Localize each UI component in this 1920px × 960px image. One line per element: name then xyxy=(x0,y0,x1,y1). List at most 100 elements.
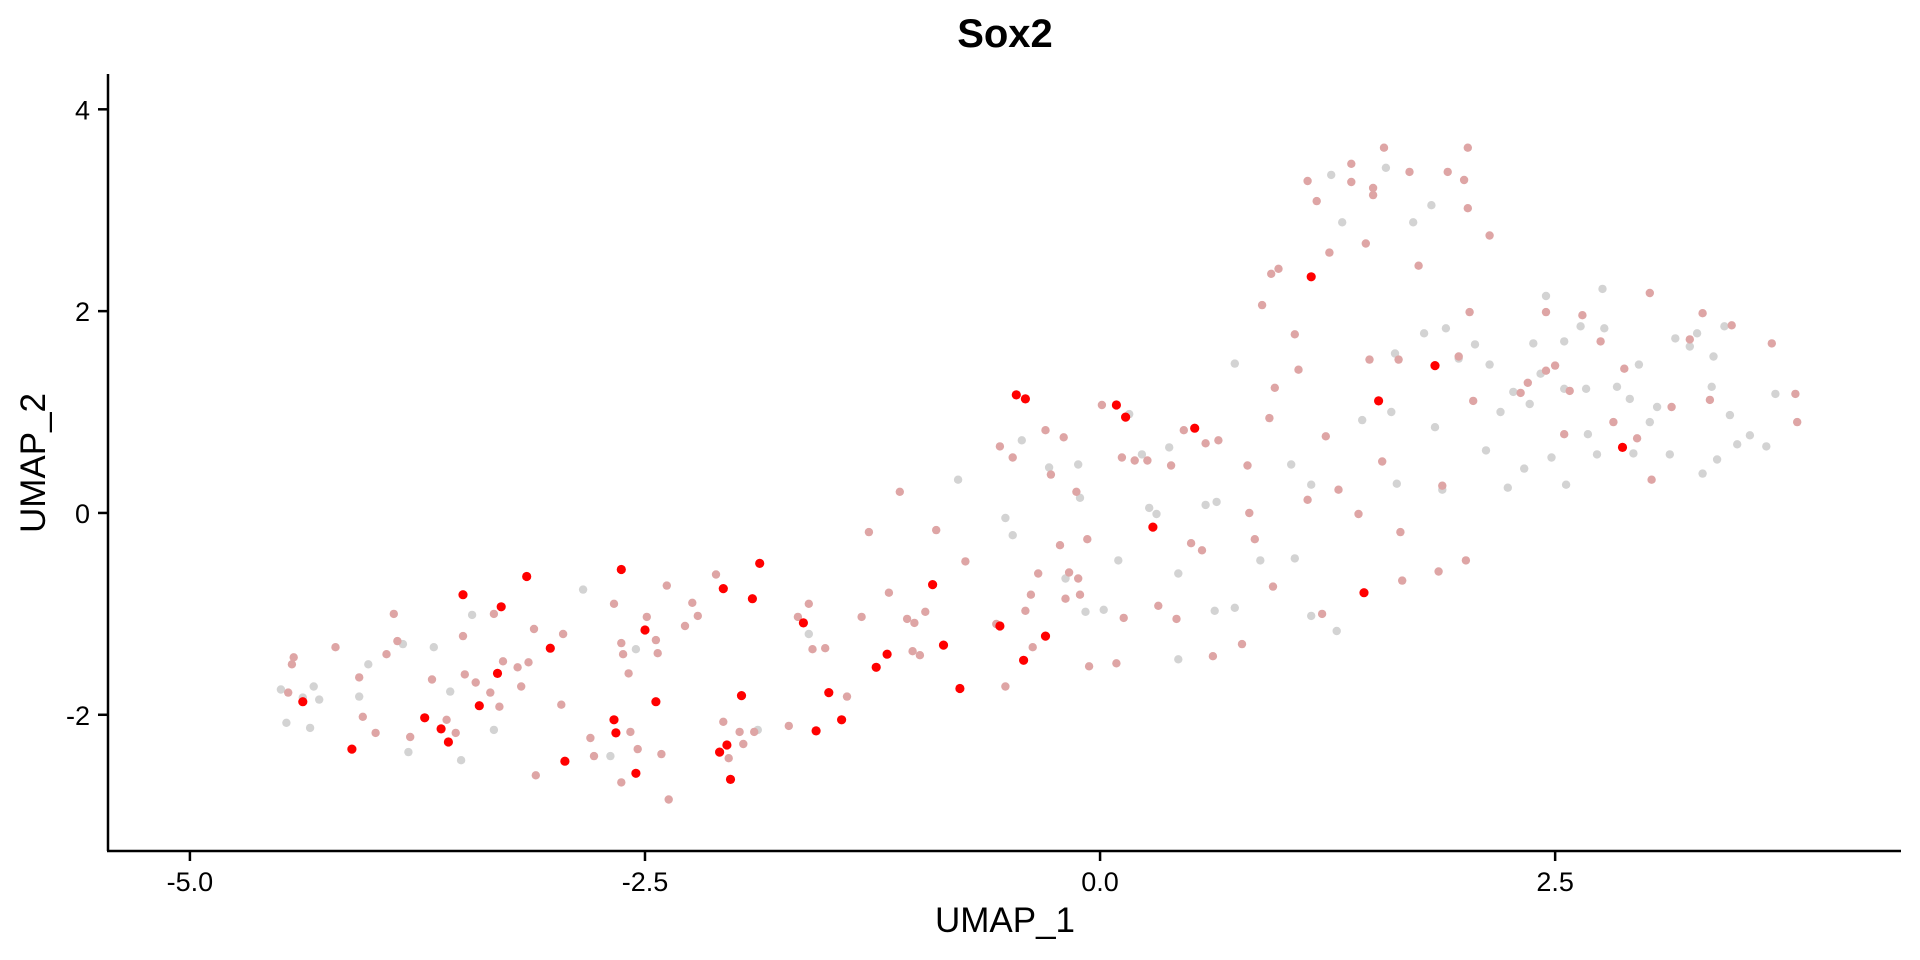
point-none-77 xyxy=(1561,480,1571,489)
point-low-50 xyxy=(739,739,748,749)
point-low-32 xyxy=(618,650,628,659)
point-low-25 xyxy=(531,771,540,780)
point-high-4 xyxy=(443,737,453,747)
point-high-17 xyxy=(651,697,661,707)
point-none-90 xyxy=(1665,450,1675,459)
point-low-111 xyxy=(1270,383,1280,392)
point-low-51 xyxy=(750,727,759,737)
point-none-84 xyxy=(1612,382,1622,391)
point-none-93 xyxy=(1692,329,1702,338)
point-none-49 xyxy=(1332,626,1341,636)
point-none-37 xyxy=(1174,655,1183,664)
point-none-88 xyxy=(1645,417,1655,427)
point-none-7 xyxy=(364,660,373,669)
point-none-94 xyxy=(1698,469,1707,478)
point-none-82 xyxy=(1598,284,1607,294)
point-low-13 xyxy=(451,728,460,738)
point-none-86 xyxy=(1629,449,1638,458)
point-high-6 xyxy=(474,701,484,711)
point-low-119 xyxy=(1321,432,1331,441)
point-none-80 xyxy=(1583,430,1593,439)
point-none-85 xyxy=(1625,394,1635,404)
point-low-148 xyxy=(1523,378,1533,387)
point-low-133 xyxy=(1398,576,1407,585)
point-none-36 xyxy=(1174,569,1183,578)
point-low-108 xyxy=(1265,413,1274,423)
point-low-93 xyxy=(1143,456,1152,465)
point-high-36 xyxy=(1020,394,1030,404)
point-low-98 xyxy=(1186,539,1196,548)
x-tick-label: 0.0 xyxy=(1081,867,1119,897)
point-low-23 xyxy=(524,658,533,667)
point-low-97 xyxy=(1179,426,1189,435)
point-low-145 xyxy=(1469,396,1478,406)
point-low-87 xyxy=(1084,662,1094,671)
point-low-125 xyxy=(1361,239,1371,248)
point-none-48 xyxy=(1327,170,1336,180)
point-low-168 xyxy=(1793,417,1802,427)
point-low-66 xyxy=(921,607,930,616)
point-none-78 xyxy=(1576,322,1585,331)
point-low-28 xyxy=(586,733,595,743)
point-high-21 xyxy=(725,774,736,785)
point-none-71 xyxy=(1529,339,1538,348)
point-low-103 xyxy=(1237,639,1247,649)
point-low-46 xyxy=(711,570,721,579)
point-high-29 xyxy=(871,662,881,672)
point-low-36 xyxy=(633,744,642,754)
point-none-89 xyxy=(1652,402,1662,412)
point-low-157 xyxy=(1620,364,1629,373)
point-low-71 xyxy=(1001,682,1010,691)
point-low-24 xyxy=(529,624,539,634)
point-low-70 xyxy=(995,442,1005,451)
point-low-72 xyxy=(1008,453,1017,462)
point-high-15 xyxy=(631,768,641,778)
point-low-130 xyxy=(1379,143,1389,152)
point-high-41 xyxy=(1148,522,1158,532)
point-none-53 xyxy=(1387,407,1396,417)
point-high-33 xyxy=(955,683,965,694)
x-tick-label: -5.0 xyxy=(167,867,214,897)
point-none-6 xyxy=(355,692,364,701)
point-low-138 xyxy=(1443,167,1452,177)
point-low-142 xyxy=(1463,143,1473,152)
point-low-95 xyxy=(1166,461,1176,470)
point-none-54 xyxy=(1390,349,1400,358)
point-low-116 xyxy=(1303,176,1312,186)
point-none-19 xyxy=(804,629,813,639)
point-none-70 xyxy=(1525,399,1534,409)
point-low-160 xyxy=(1647,475,1656,484)
point-none-64 xyxy=(1481,446,1491,455)
point-low-40 xyxy=(657,749,666,759)
point-low-1 xyxy=(287,660,297,669)
point-high-34 xyxy=(995,621,1005,631)
point-low-81 xyxy=(1061,594,1070,603)
point-low-16 xyxy=(471,678,480,687)
point-none-24 xyxy=(1044,463,1054,472)
point-low-49 xyxy=(735,727,744,737)
point-high-45 xyxy=(1374,396,1384,406)
point-high-3 xyxy=(436,724,446,734)
point-low-20 xyxy=(498,657,508,666)
point-none-3 xyxy=(305,723,315,733)
point-none-38 xyxy=(1201,500,1210,510)
point-none-15 xyxy=(578,585,588,594)
point-none-67 xyxy=(1503,483,1513,492)
point-low-80 xyxy=(1059,433,1068,442)
point-low-102 xyxy=(1214,436,1223,445)
point-low-17 xyxy=(486,688,495,697)
point-low-115 xyxy=(1303,495,1312,504)
chart-title: Sox2 xyxy=(957,12,1053,56)
point-high-31 xyxy=(928,580,938,590)
point-low-88 xyxy=(1097,400,1107,410)
point-low-132 xyxy=(1396,527,1405,537)
point-high-10 xyxy=(545,643,555,653)
point-low-0 xyxy=(289,653,298,662)
point-none-68 xyxy=(1509,387,1518,397)
point-low-61 xyxy=(895,487,904,496)
point-low-11 xyxy=(427,675,437,684)
point-high-11 xyxy=(560,756,570,766)
point-low-52 xyxy=(784,721,793,731)
point-none-98 xyxy=(1720,322,1729,331)
point-low-127 xyxy=(1368,183,1378,193)
